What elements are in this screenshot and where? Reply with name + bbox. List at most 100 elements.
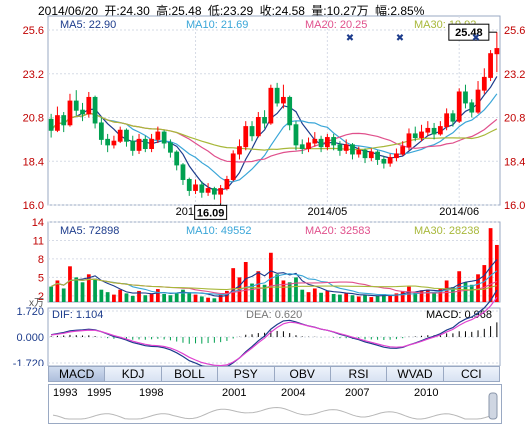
candle-body bbox=[80, 109, 85, 115]
volume-bar bbox=[256, 271, 261, 302]
price-tick-right: 18.4 bbox=[504, 156, 525, 168]
quote-volume: 量:10.27万 bbox=[311, 4, 369, 18]
quote-high: 高:25.48 bbox=[156, 4, 202, 18]
candle-body bbox=[186, 178, 192, 191]
volume-ma-legend-3: MA20: 32583 bbox=[305, 225, 370, 237]
volume-ma30-line bbox=[50, 278, 498, 291]
candle-body bbox=[343, 144, 349, 151]
candle-body bbox=[73, 100, 79, 111]
volume-bar bbox=[312, 288, 317, 302]
candle-body bbox=[92, 96, 98, 124]
price-tick-left: 20.8 bbox=[23, 113, 44, 125]
volume-bar bbox=[469, 284, 474, 302]
volume-bar bbox=[275, 274, 280, 302]
volume-bar bbox=[225, 290, 229, 302]
candle-body bbox=[463, 91, 468, 104]
macd-tick: 1.720 bbox=[16, 306, 44, 318]
tab-macd[interactable]: MACD bbox=[48, 366, 105, 382]
volume-bar bbox=[331, 294, 336, 302]
candle-body bbox=[211, 188, 217, 195]
volume-tick: 14 bbox=[32, 217, 44, 229]
volume-bar bbox=[212, 298, 217, 302]
candle-body bbox=[249, 126, 255, 137]
stock-chart[interactable]: 25.6 25.6 23.2 23.2 20.8 20.8 18.4 18.4 16.0 16.0… bbox=[0, 0, 527, 366]
tab-wvad[interactable]: WVAD bbox=[386, 366, 443, 382]
candle-body bbox=[475, 89, 481, 113]
volume-bar bbox=[325, 290, 330, 302]
volume-bar bbox=[187, 292, 192, 302]
volume-bar bbox=[281, 280, 286, 302]
tab-psy[interactable]: PSY bbox=[217, 366, 274, 382]
candle-body bbox=[268, 87, 274, 124]
volume-bar bbox=[287, 282, 292, 302]
timeline-year: 1995 bbox=[87, 387, 112, 399]
volume-bar bbox=[344, 293, 349, 302]
volume-bar bbox=[413, 292, 418, 302]
candle-body bbox=[48, 118, 54, 131]
quote-close: 收:24.58 bbox=[259, 4, 305, 18]
quote-amplitude: 幅:2.85% bbox=[375, 4, 425, 18]
volume-bar bbox=[363, 294, 367, 302]
candle-body bbox=[381, 158, 387, 164]
tab-rsi[interactable]: RSI bbox=[329, 366, 387, 382]
candle-body bbox=[168, 142, 173, 153]
price-ma-legend-1: MA5: 22.90 bbox=[60, 19, 116, 31]
event-marker-icon: ✖ bbox=[472, 33, 480, 44]
event-marker-icon: ✖ bbox=[396, 33, 404, 44]
candle-body bbox=[117, 129, 123, 142]
timeline-navigator[interactable]: 1993 1995 1998 2001 2004 2007 2010 bbox=[48, 384, 502, 424]
tab-obv[interactable]: OBV bbox=[273, 366, 330, 382]
volume-bar bbox=[243, 262, 248, 302]
volume-bar bbox=[476, 274, 480, 302]
volume-bar bbox=[451, 287, 455, 302]
volume-bar bbox=[155, 289, 160, 302]
volume-tick: 2 bbox=[38, 291, 44, 303]
volume-bar bbox=[130, 295, 135, 302]
candle-body bbox=[105, 138, 111, 146]
timeline-history-path bbox=[52, 406, 494, 420]
macd-legend: MACD: 0.968 bbox=[426, 309, 492, 321]
timeline-year: 2010 bbox=[414, 387, 439, 399]
candle-body bbox=[494, 48, 500, 55]
tab-kdj[interactable]: KDJ bbox=[104, 366, 161, 382]
volume-bar bbox=[68, 266, 72, 302]
volume-bar bbox=[394, 293, 399, 302]
volume-bar bbox=[319, 292, 323, 302]
volume-bar bbox=[369, 297, 374, 302]
volume-bar bbox=[55, 280, 60, 302]
candle-body bbox=[481, 76, 487, 91]
volume-bar bbox=[356, 296, 361, 302]
volume-bar bbox=[488, 228, 493, 302]
candle-body bbox=[174, 151, 180, 166]
price-tick-left: 18.4 bbox=[23, 156, 44, 168]
dif-line bbox=[50, 289, 498, 366]
candle-body bbox=[287, 96, 293, 126]
candle-body bbox=[281, 96, 286, 104]
timeline-range-handle[interactable] bbox=[488, 392, 498, 420]
quote-header: 2014/06/20 开:24.30 高:25.48 低:23.29 收:24.… bbox=[38, 2, 518, 18]
candle-body bbox=[262, 117, 267, 124]
volume-bar bbox=[49, 286, 54, 302]
volume-tick: 11 bbox=[33, 235, 44, 247]
candle-body bbox=[130, 140, 136, 151]
tab-boll[interactable]: BOLL bbox=[160, 366, 218, 382]
ma30-line bbox=[50, 112, 498, 151]
volume-bar bbox=[193, 294, 198, 302]
volume-unit: x万 bbox=[29, 298, 44, 309]
candle-body bbox=[205, 188, 211, 193]
tab-cci[interactable]: CCI bbox=[442, 366, 500, 382]
candle-body bbox=[243, 126, 249, 148]
volume-bar bbox=[381, 294, 386, 302]
volume-bar bbox=[294, 277, 298, 302]
candle-body bbox=[312, 138, 318, 144]
timeline-history-line bbox=[52, 392, 498, 420]
high-label: 25.48 bbox=[455, 27, 483, 39]
volume-bar bbox=[143, 295, 148, 302]
price-tick-right: 20.8 bbox=[504, 113, 525, 125]
candle-body bbox=[412, 133, 418, 139]
volume-ma-legend-2: MA10: 49552 bbox=[186, 225, 251, 237]
volume-bar bbox=[400, 290, 405, 302]
price-tick-right: 16.0 bbox=[504, 200, 525, 212]
candle-body bbox=[199, 184, 205, 193]
candle-body bbox=[61, 115, 67, 126]
